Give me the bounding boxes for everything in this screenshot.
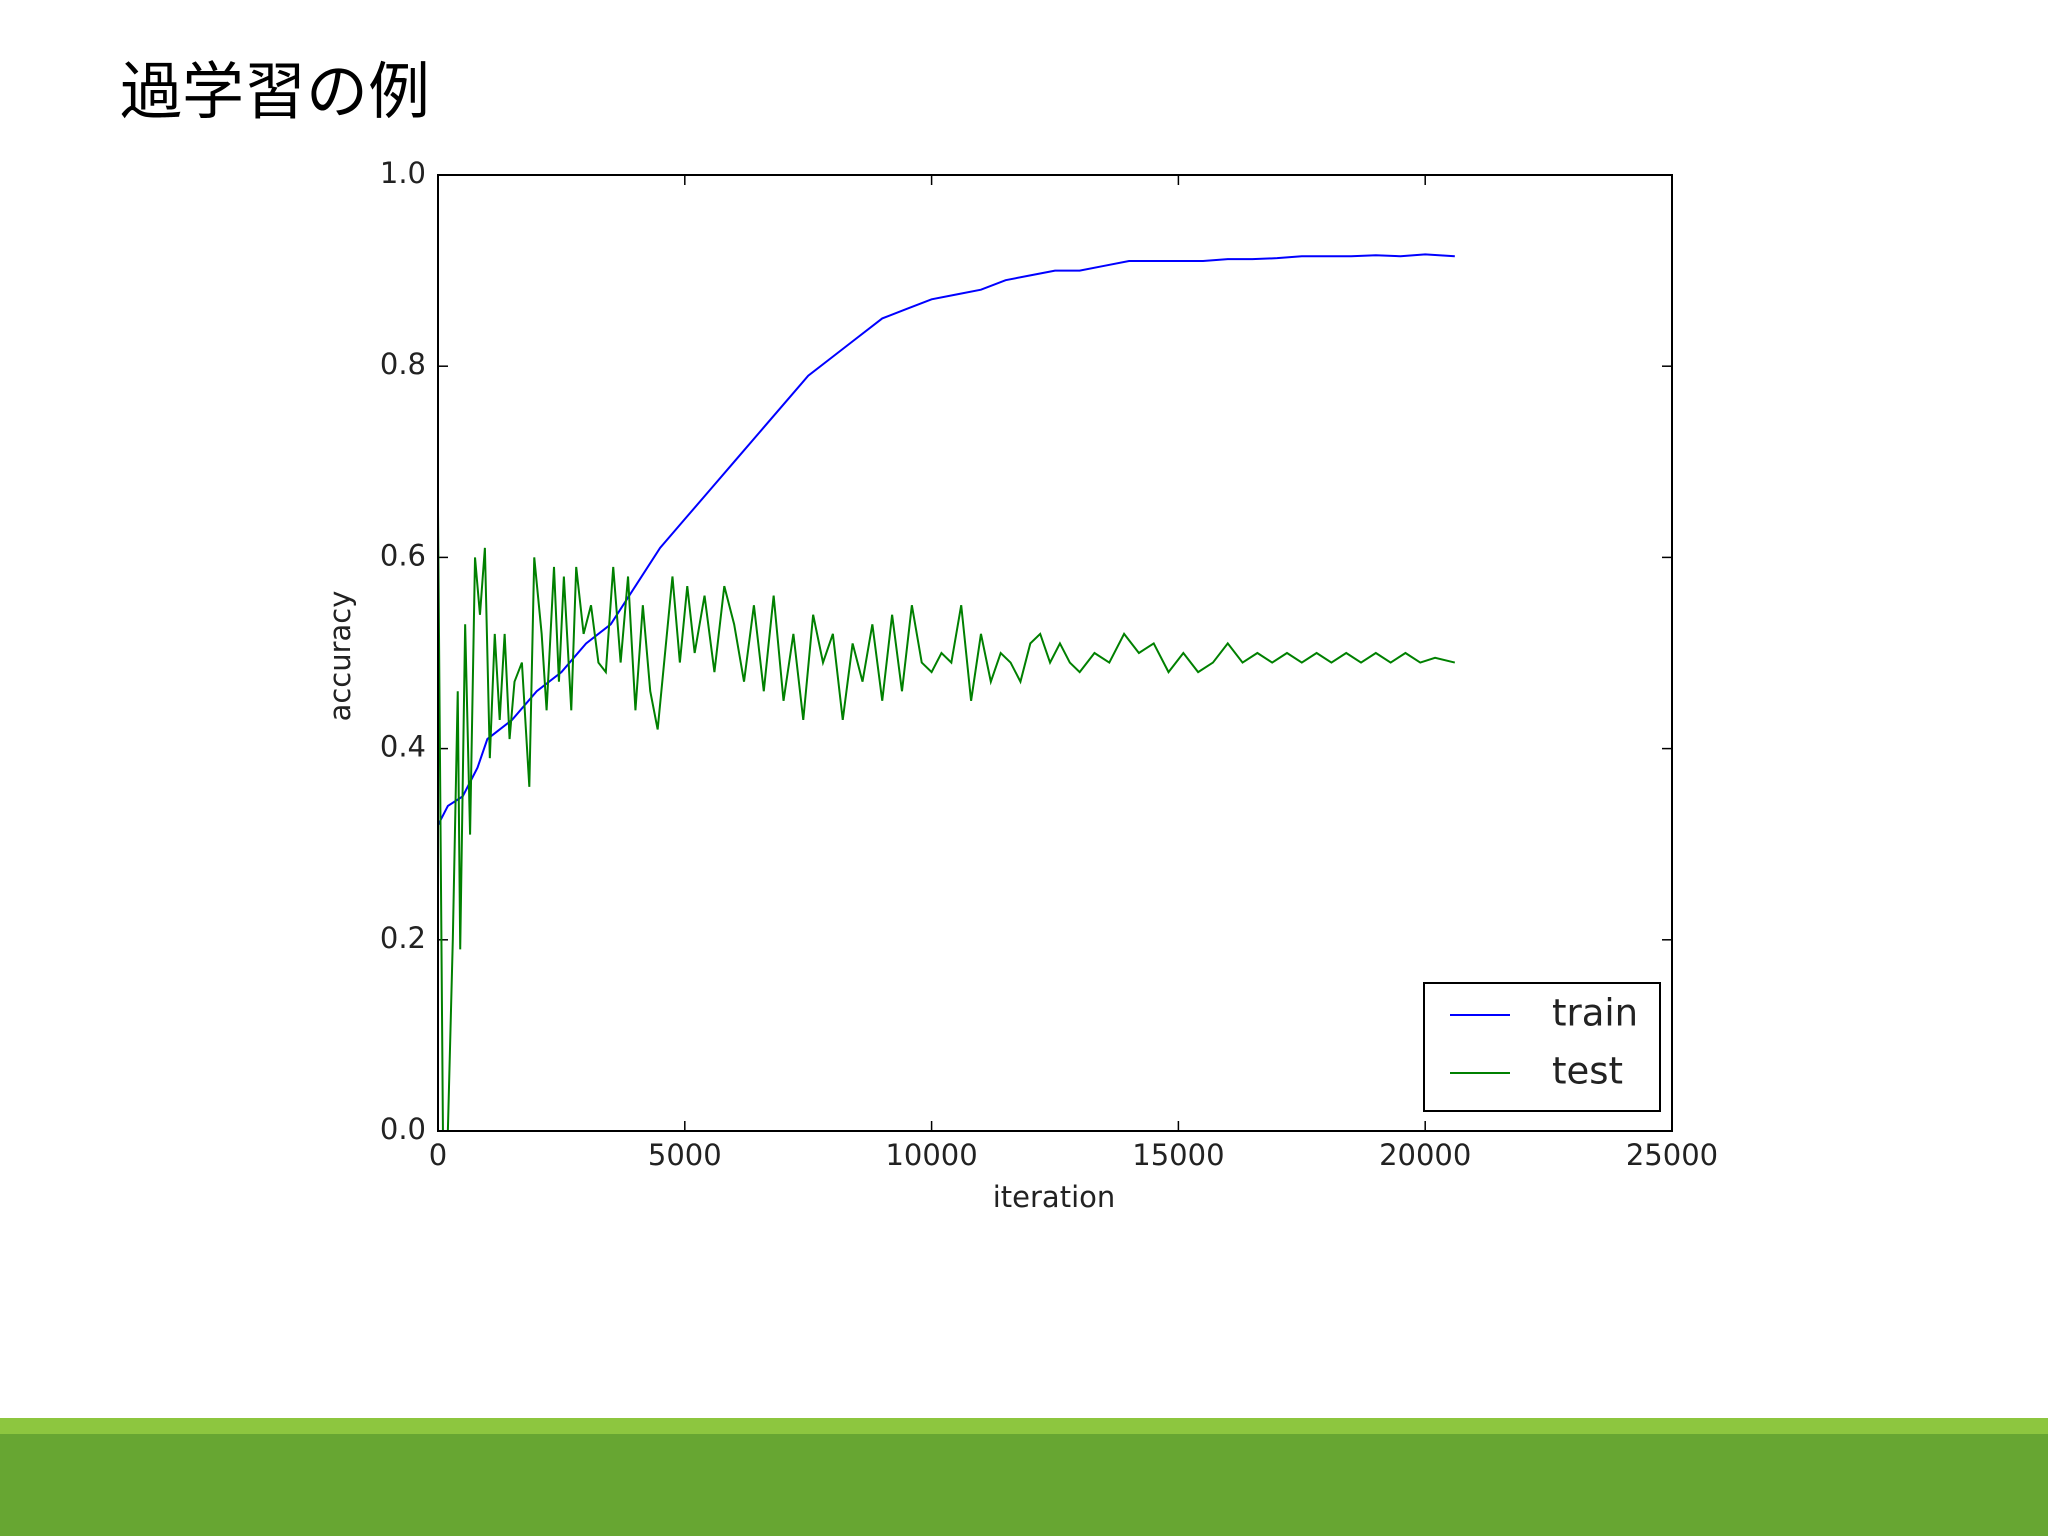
y-tick-label: 1.0 — [380, 156, 426, 190]
x-tick-label: 15000 — [1132, 1138, 1224, 1172]
x-tick-label: 0 — [429, 1138, 447, 1172]
y-tick-label: 0.2 — [380, 921, 426, 955]
data-line — [437, 509, 1456, 1132]
y-tick-label: 0.6 — [380, 538, 426, 572]
x-axis-label: iteration — [993, 1180, 1116, 1214]
x-tick-label: 5000 — [648, 1138, 722, 1172]
y-axis-label: accuracy — [323, 591, 357, 722]
plot-frame — [437, 174, 1673, 1132]
x-tick-label: 10000 — [885, 1138, 977, 1172]
y-tick-label: 0.8 — [380, 347, 426, 381]
y-tick-label: 0.4 — [380, 730, 426, 764]
legend-label: train — [1552, 992, 1638, 1035]
slide-title: 過学習の例 — [120, 55, 430, 128]
footer-stripe — [0, 1418, 2048, 1434]
legend-box — [1423, 982, 1661, 1112]
legend-label: test — [1552, 1050, 1623, 1093]
x-tick-label: 25000 — [1626, 1138, 1718, 1172]
footer-band — [0, 1434, 2048, 1536]
x-tick-label: 20000 — [1379, 1138, 1471, 1172]
y-tick-label: 0.0 — [380, 1112, 426, 1146]
data-line — [437, 253, 1455, 826]
